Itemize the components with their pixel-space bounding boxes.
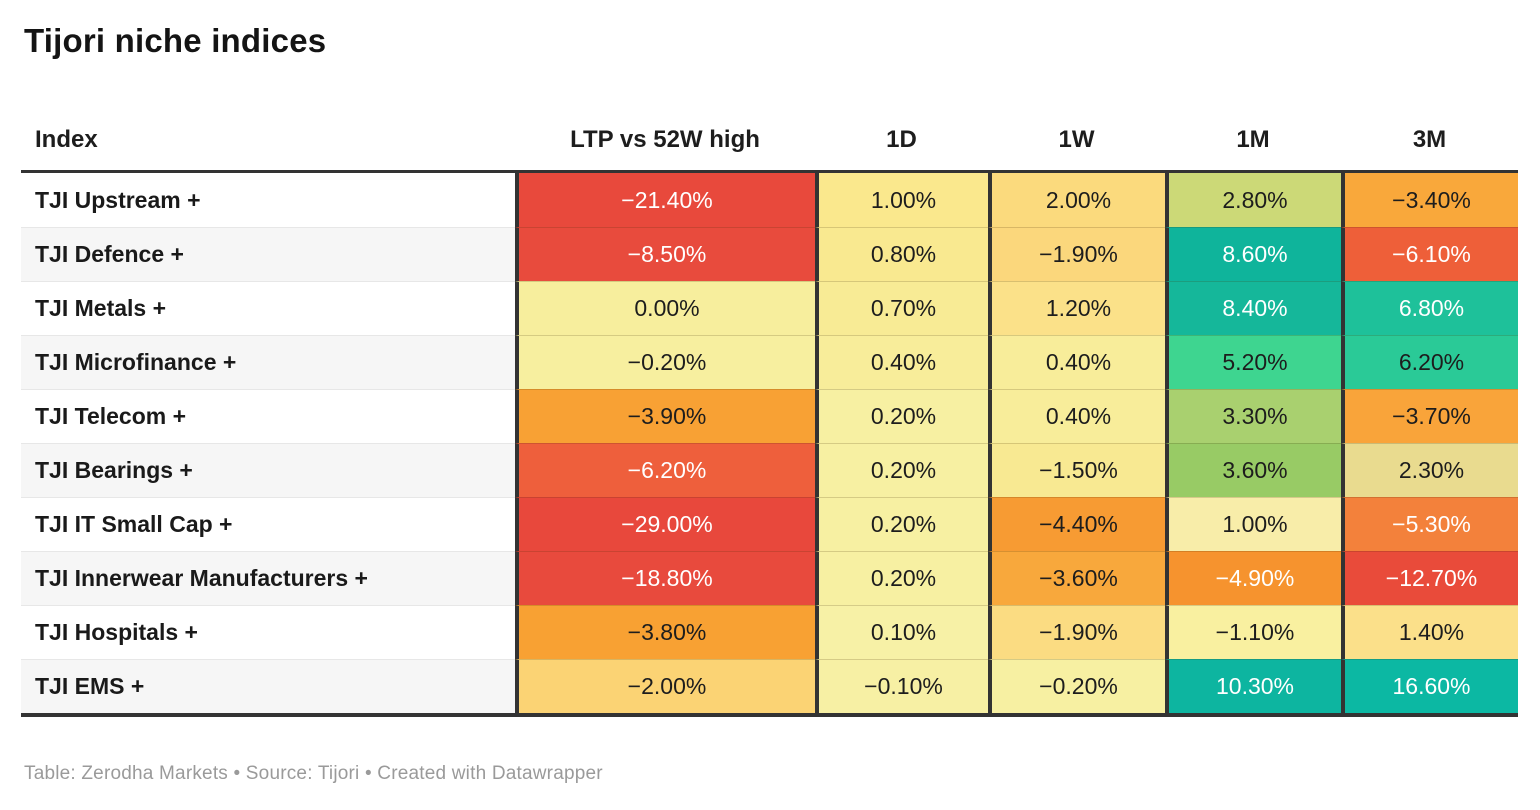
indices-table: TJI Upstream + −21.40% 1.00% 2.00% 2.80% −3.4… [21,170,1518,717]
value-cell: 2.00% [988,173,1165,227]
index-name-cell[interactable]: TJI Telecom + [21,389,515,443]
value-cell: 6.80% [1341,281,1518,335]
footer-attribution: Table: Zerodha Markets • Source: Tijori … [24,763,603,784]
value-cell: 0.40% [988,335,1165,389]
value-cell: −3.70% [1341,389,1518,443]
value-cell: −1.50% [988,443,1165,497]
value-cell: −2.00% [515,659,815,713]
index-name-cell[interactable]: TJI IT Small Cap + [21,497,515,551]
index-name-cell[interactable]: TJI Upstream + [21,173,515,227]
table-row: TJI Upstream + −21.40% 1.00% 2.00% 2.80% −3.4… [21,173,1518,227]
value-cell: −1.90% [988,227,1165,281]
value-cell: 5.20% [1165,335,1341,389]
datawrapper-table-page: Tijori niche indices Index LTP vs 52W hig… [21,22,1518,784]
column-header-index[interactable]: Index [35,126,98,153]
value-cell: 1.40% [1341,605,1518,659]
page-title: Tijori niche indices [24,22,327,59]
value-cell: −21.40% [515,173,815,227]
index-name-cell[interactable]: TJI Hospitals + [21,605,515,659]
value-cell: −3.90% [515,389,815,443]
value-cell: −8.50% [515,227,815,281]
value-cell: −12.70% [1341,551,1518,605]
value-cell: 0.20% [815,389,988,443]
column-header-1m[interactable]: 1M [1236,126,1270,153]
value-cell: −1.10% [1165,605,1341,659]
column-header-ltp-vs-52w-high[interactable]: LTP vs 52W high [570,126,760,153]
value-cell: 2.30% [1341,443,1518,497]
value-cell: 8.40% [1165,281,1341,335]
value-cell: 0.00% [515,281,815,335]
value-cell: −1.90% [988,605,1165,659]
value-cell: −6.10% [1341,227,1518,281]
value-cell: 0.70% [815,281,988,335]
value-cell: −18.80% [515,551,815,605]
value-cell: 0.20% [815,497,988,551]
value-cell: −0.20% [988,659,1165,713]
table-row: TJI Telecom + −3.90% 0.20% 0.40% 3.30% −3.70% [21,389,1518,443]
value-cell: −3.80% [515,605,815,659]
value-cell: 16.60% [1341,659,1518,713]
value-cell: 0.20% [815,551,988,605]
value-cell: −3.40% [1341,173,1518,227]
value-cell: −6.20% [515,443,815,497]
value-cell: −4.90% [1165,551,1341,605]
value-cell: 8.60% [1165,227,1341,281]
value-cell: 1.20% [988,281,1165,335]
value-cell: −0.10% [815,659,988,713]
column-header-1w[interactable]: 1W [1058,126,1095,153]
table-row: TJI Metals +0.00% 0.70% 1.20% 8.40% 6.80% [21,281,1518,335]
value-cell: 0.40% [815,335,988,389]
table-row: TJI Hospitals + −3.80% 0.10% −1.90% −1.10% 1.… [21,605,1518,659]
value-cell: −5.30% [1341,497,1518,551]
value-cell: 0.20% [815,443,988,497]
index-name-cell[interactable]: TJI Innerwear Manufacturers + [21,551,515,605]
index-name-cell[interactable]: TJI Bearings + [21,443,515,497]
value-cell: −4.40% [988,497,1165,551]
value-cell: 1.00% [1165,497,1341,551]
header-row: Index LTP vs 52W high 1D 1W 1M 3M [21,124,1518,156]
value-cell: −3.60% [988,551,1165,605]
table-row: TJI IT Small Cap + −29.00% 0.20% −4.40% 1.00… [21,497,1518,551]
value-cell: −29.00% [515,497,815,551]
index-name-cell[interactable]: TJI EMS + [21,659,515,713]
value-cell: 0.40% [988,389,1165,443]
column-header-3m[interactable]: 3M [1412,126,1447,153]
value-cell: 2.80% [1165,173,1341,227]
value-cell: 1.00% [815,173,988,227]
value-cell: 10.30% [1165,659,1341,713]
table-row: TJI EMS + −2.00% −0.10% −0.20% 10.30% 16.60% [21,659,1518,713]
value-cell: 0.10% [815,605,988,659]
index-name-cell[interactable]: TJI Defence + [21,227,515,281]
value-cell: 6.20% [1341,335,1518,389]
index-name-cell[interactable]: TJI Metals + [21,281,515,335]
value-cell: 3.30% [1165,389,1341,443]
index-name-cell[interactable]: TJI Microfinance + [21,335,515,389]
table-row: TJI Microfinance + −0.20% 0.40% 0.40% 5.20% 6… [21,335,1518,389]
column-header-1d[interactable]: 1D [886,126,917,153]
value-cell: 0.80% [815,227,988,281]
table-row: TJI Defence + −8.50% 0.80% −1.90% 8.60% −6.10… [21,227,1518,281]
value-cell: 3.60% [1165,443,1341,497]
table-row: TJI Innerwear Manufacturers + −18.80% 0.20… [21,551,1518,605]
value-cell: −0.20% [515,335,815,389]
table-row: TJI Bearings + −6.20% 0.20% −1.50% 3.60% 2.30… [21,443,1518,497]
